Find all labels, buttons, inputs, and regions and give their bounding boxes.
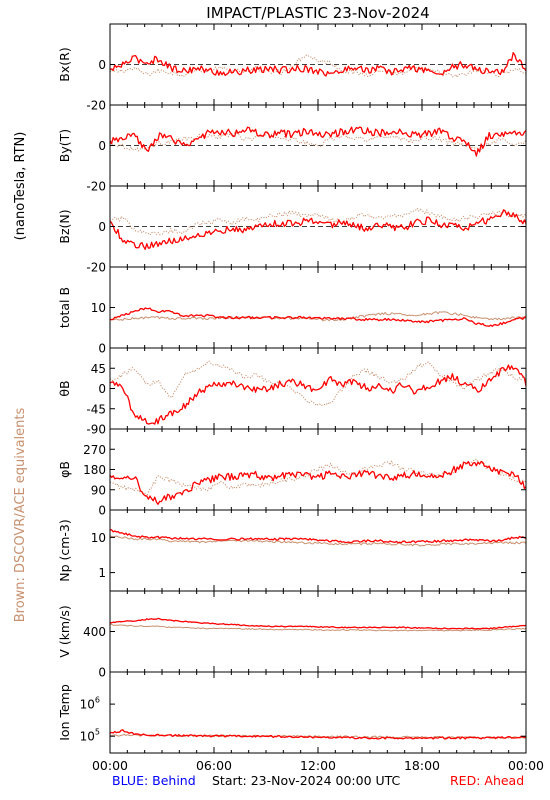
panel-6: 270 180 90 0 φB	[57, 428, 527, 518]
series-ahead-line	[109, 529, 527, 544]
series-dscovr-line	[109, 360, 527, 407]
panel-label: Ion Temp	[57, 684, 72, 741]
y-tick-label: 10	[91, 301, 106, 315]
y-tick-label: 180	[83, 463, 106, 477]
y-tick-label: 45	[91, 362, 106, 376]
panel-label: By(T)	[57, 129, 72, 162]
x-axis: 00:00 06:00 12:00 18:00 00:00	[92, 758, 544, 773]
y-tick-label: -20	[86, 180, 106, 194]
side-label-units: (nanoTesla, RTN)	[13, 132, 28, 241]
series-dscovr-line	[109, 623, 527, 632]
panel-label: Np (cm-3)	[57, 519, 72, 582]
y-tick-label: -45	[86, 402, 106, 416]
x-tick-label: 06:00	[196, 758, 232, 773]
side-label-dscovr: Brown: DSCOVR/ACE equivalents	[13, 408, 28, 623]
panel-frame	[109, 590, 527, 673]
panel-frame	[109, 266, 527, 349]
y-tick-label: 270	[83, 443, 106, 457]
series-ahead-line	[109, 51, 527, 77]
series-ahead-line	[109, 209, 527, 250]
series-ahead-line	[109, 364, 527, 425]
footer-ahead: RED: Ahead	[450, 773, 525, 788]
y-tick-label: 400	[83, 625, 106, 639]
footer-start: Start: 23-Nov-2024 00:00 UTC	[212, 773, 401, 788]
x-tick-label: 12:00	[300, 758, 336, 773]
series-ahead-line	[109, 617, 527, 630]
panel-9: 106 105 Ion Temp	[57, 671, 527, 754]
y-tick-label: 10	[91, 531, 106, 545]
panel-7: 10 1 Np (cm-3)	[57, 509, 527, 592]
panel-label: Bz(N)	[57, 209, 72, 243]
y-tick-label: 0	[98, 220, 106, 234]
y-tick-label: -20	[86, 261, 106, 275]
y-tick-label: -20	[86, 99, 106, 113]
y-tick-label: -90	[86, 423, 106, 437]
panel-label: θB	[57, 380, 72, 396]
panel-frame	[109, 428, 527, 511]
series-dscovr-line	[109, 54, 527, 78]
panel-5: 45 0 -45 -90 θB	[57, 347, 527, 437]
y-tick-label: 0	[98, 504, 106, 518]
x-tick-label: 00:00	[508, 758, 544, 773]
y-tick-label: 106	[80, 696, 100, 712]
x-tick-label: 00:00	[92, 758, 128, 773]
panel-label: total B	[57, 287, 72, 328]
series-dscovr-line	[109, 207, 527, 236]
panel-frame	[109, 671, 527, 754]
chart-title: IMPACT/PLASTIC 23-Nov-2024	[206, 4, 429, 22]
y-tick-label: 1	[98, 566, 106, 580]
panel-8: 400 0 V (km/s)	[57, 590, 527, 680]
footer-behind: BLUE: Behind	[112, 773, 196, 788]
series-dscovr-line	[109, 131, 527, 152]
panel-2: 0 -20 By(T)	[57, 104, 527, 194]
series-ahead-line	[109, 126, 527, 157]
panel-frame	[109, 509, 527, 592]
y-tick-label: 0	[98, 58, 106, 72]
series-dscovr-line	[109, 535, 527, 547]
panel-3: 0 -20 Bz(N)	[57, 185, 527, 275]
panel-label: Bx(R)	[57, 47, 72, 81]
x-tick-label: 18:00	[404, 758, 440, 773]
y-tick-label: 0	[98, 382, 106, 396]
series-ahead-line	[109, 307, 526, 327]
series-dscovr-line	[109, 311, 527, 322]
y-tick-label: 0	[98, 666, 106, 680]
series-ahead-line	[109, 729, 527, 740]
y-tick-label: 0	[98, 342, 106, 356]
series-ahead-line	[109, 460, 527, 505]
panel-label: φB	[57, 461, 72, 478]
panel-1: 0 -20 Bx(R)	[57, 23, 527, 113]
y-tick-label: 0	[98, 139, 106, 153]
y-tick-label: 105	[80, 728, 100, 744]
y-tick-label: 90	[91, 483, 106, 497]
panel-label: V (km/s)	[57, 605, 72, 657]
panel-4: 10 0 total B	[57, 266, 527, 356]
panel-frame	[109, 347, 527, 430]
